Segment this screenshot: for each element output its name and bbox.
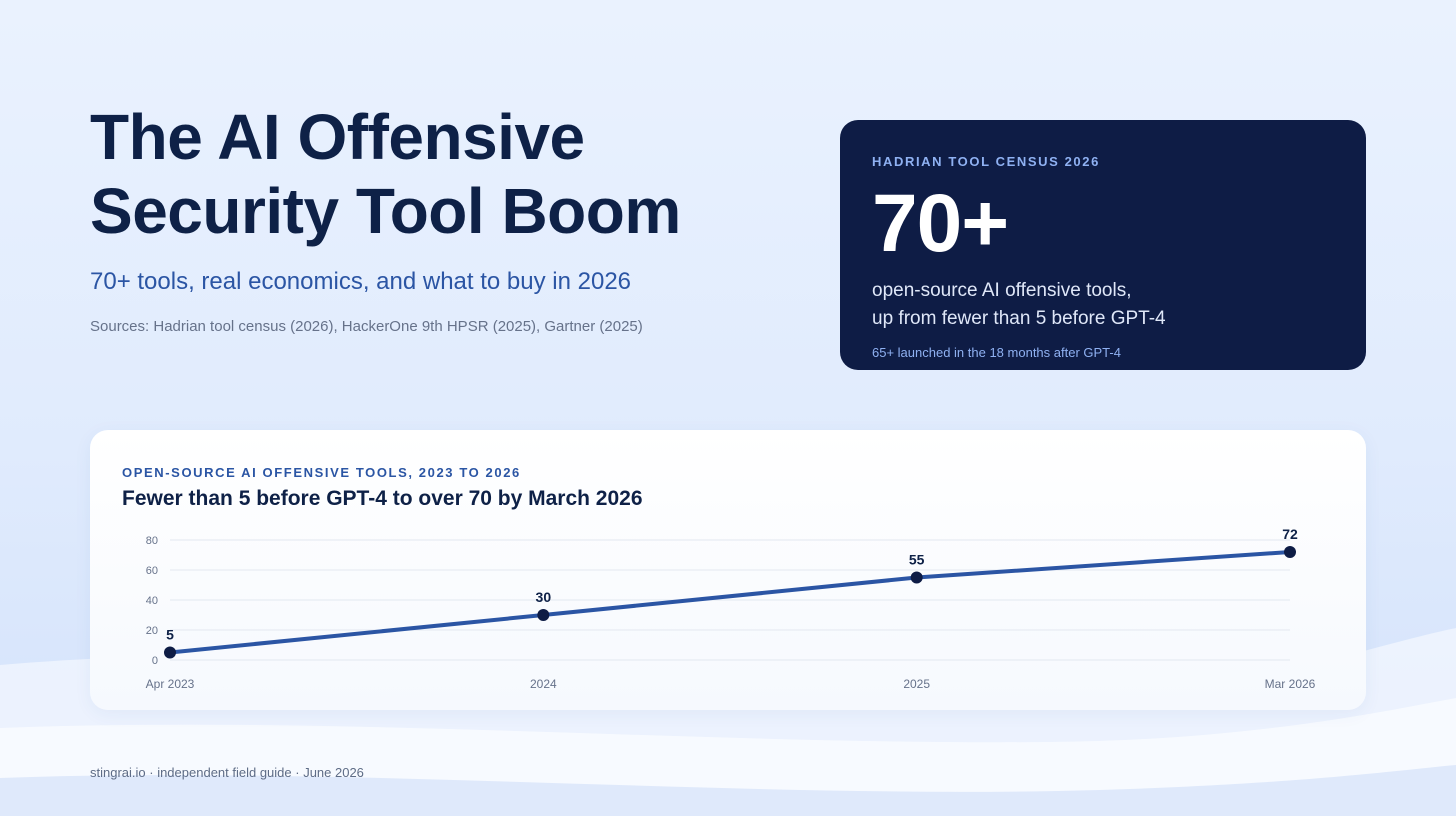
y-tick-label: 40 [146, 595, 158, 607]
page-title: The AI Offensive Security Tool Boom [90, 101, 681, 247]
y-tick-label: 0 [152, 655, 158, 667]
x-tick-label: 2025 [903, 677, 930, 691]
data-label: 30 [536, 589, 552, 605]
data-label: 5 [166, 627, 174, 643]
data-point [164, 646, 176, 659]
sources-note: Sources: Hadrian tool census (2026), Hac… [90, 318, 643, 335]
line-chart: 0 20 40 60 80 Apr 2023 2024 2025 Mar 2026 5 30 55 72 [146, 526, 1316, 691]
stat-description: open-source AI offensive tools, up from … [872, 280, 1166, 329]
data-label: 55 [909, 552, 925, 568]
stat-card: HADRIAN TOOL CENSUS 2026 70+ open-source… [840, 120, 1366, 370]
x-tick-label: Mar 2026 [1265, 677, 1316, 691]
x-tick-label: 2024 [530, 677, 557, 691]
data-point [910, 571, 923, 584]
stat-value: 70+ [872, 178, 1009, 269]
footer-credit: stingrai.io · independent field guide · … [90, 765, 364, 780]
y-tick-label: 60 [146, 565, 158, 577]
chart-card: 0 20 40 60 80 Apr 2023 2024 2025 Mar 2026 5 30 55 72… [90, 430, 1366, 710]
data-point [1284, 546, 1296, 558]
hero-section: The AI Offensive Security Tool Boom 70+ … [90, 100, 810, 335]
chart-title: Fewer than 5 before GPT-4 to over 70 by … [122, 487, 643, 510]
chart-kicker: OPEN-SOURCE AI OFFENSIVE TOOLS, 2023 TO … [122, 465, 521, 480]
x-tick-label: Apr 2023 [146, 677, 195, 691]
stat-footnote: 65+ launched in the 18 months after GPT-… [872, 345, 1121, 360]
y-tick-label: 80 [146, 535, 158, 547]
page-subtitle: 70+ tools, real economics, and what to b… [90, 268, 632, 295]
series-line [168, 550, 1292, 655]
data-label: 72 [1282, 526, 1298, 542]
data-point [537, 609, 550, 621]
stat-kicker: HADRIAN TOOL CENSUS 2026 [872, 154, 1100, 169]
y-tick-label: 20 [146, 625, 158, 637]
